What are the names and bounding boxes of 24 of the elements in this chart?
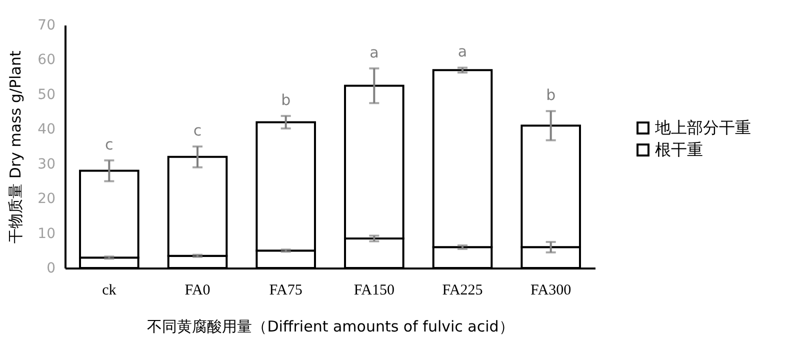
x-tick-label: FA0: [184, 282, 210, 298]
y-tick-label: 30: [38, 156, 56, 172]
annotation: c: [105, 135, 114, 154]
y-tick-label: 60: [38, 52, 56, 68]
legend-label: 根干重: [655, 140, 703, 159]
y-tick-label: 10: [38, 226, 56, 242]
y-tick-label: 0: [46, 260, 56, 276]
annotation: c: [193, 122, 202, 140]
x-tick-label: FA300: [530, 282, 572, 298]
y-axis-title: 干物质量 Dry mass g/Plant: [6, 50, 25, 244]
x-axis-title: 不同黄腐酸用量（Diffrient amounts of fulvic acid）: [147, 318, 514, 336]
y-tick-label: 50: [38, 86, 56, 103]
y-tick-label: 70: [38, 18, 56, 34]
y-tick-label: 20: [38, 191, 56, 208]
annotation: a: [458, 42, 468, 61]
x-tick-label: ck: [102, 282, 117, 298]
annotation: a: [370, 43, 379, 62]
x-tick-label: FA225: [442, 282, 483, 298]
legend-label: 地上部分干重: [654, 118, 751, 137]
x-tick-label: FA150: [354, 282, 394, 298]
annotation: b: [281, 90, 291, 109]
y-tick-label: 40: [38, 122, 56, 138]
x-tick-label: FA75: [269, 282, 302, 298]
annotation: b: [546, 86, 556, 104]
